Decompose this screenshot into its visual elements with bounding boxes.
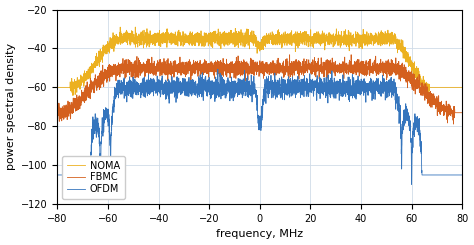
OFDM <box>225 84 230 87</box>
OFDM <box>447 173 453 176</box>
NOMA <box>55 86 60 89</box>
NOMA <box>447 86 453 89</box>
FBMC <box>55 110 60 112</box>
Line: FBMC: FBMC <box>57 55 462 124</box>
FBMC <box>247 71 253 74</box>
FBMC <box>451 122 456 125</box>
FBMC <box>225 65 230 68</box>
NOMA <box>247 37 253 40</box>
OFDM <box>349 85 355 88</box>
OFDM <box>215 68 221 71</box>
FBMC <box>447 113 453 116</box>
OFDM <box>459 173 465 176</box>
Legend: NOMA, FBMC, OFDM: NOMA, FBMC, OFDM <box>62 156 125 199</box>
FBMC <box>349 65 355 68</box>
FBMC <box>228 68 234 71</box>
FBMC <box>459 111 465 114</box>
X-axis label: frequency, MHz: frequency, MHz <box>216 230 303 239</box>
OFDM <box>247 85 253 87</box>
OFDM <box>409 183 414 186</box>
NOMA <box>225 34 230 37</box>
NOMA <box>228 32 234 35</box>
NOMA <box>132 25 138 28</box>
FBMC <box>348 53 354 56</box>
FBMC <box>427 100 433 103</box>
OFDM <box>55 173 60 176</box>
NOMA <box>349 39 355 42</box>
NOMA <box>459 86 465 89</box>
NOMA <box>427 86 433 89</box>
OFDM <box>228 88 234 91</box>
Line: NOMA: NOMA <box>57 27 462 96</box>
OFDM <box>427 173 433 176</box>
Y-axis label: power spectral density: power spectral density <box>6 43 16 171</box>
NOMA <box>426 94 432 97</box>
Line: OFDM: OFDM <box>57 69 462 184</box>
